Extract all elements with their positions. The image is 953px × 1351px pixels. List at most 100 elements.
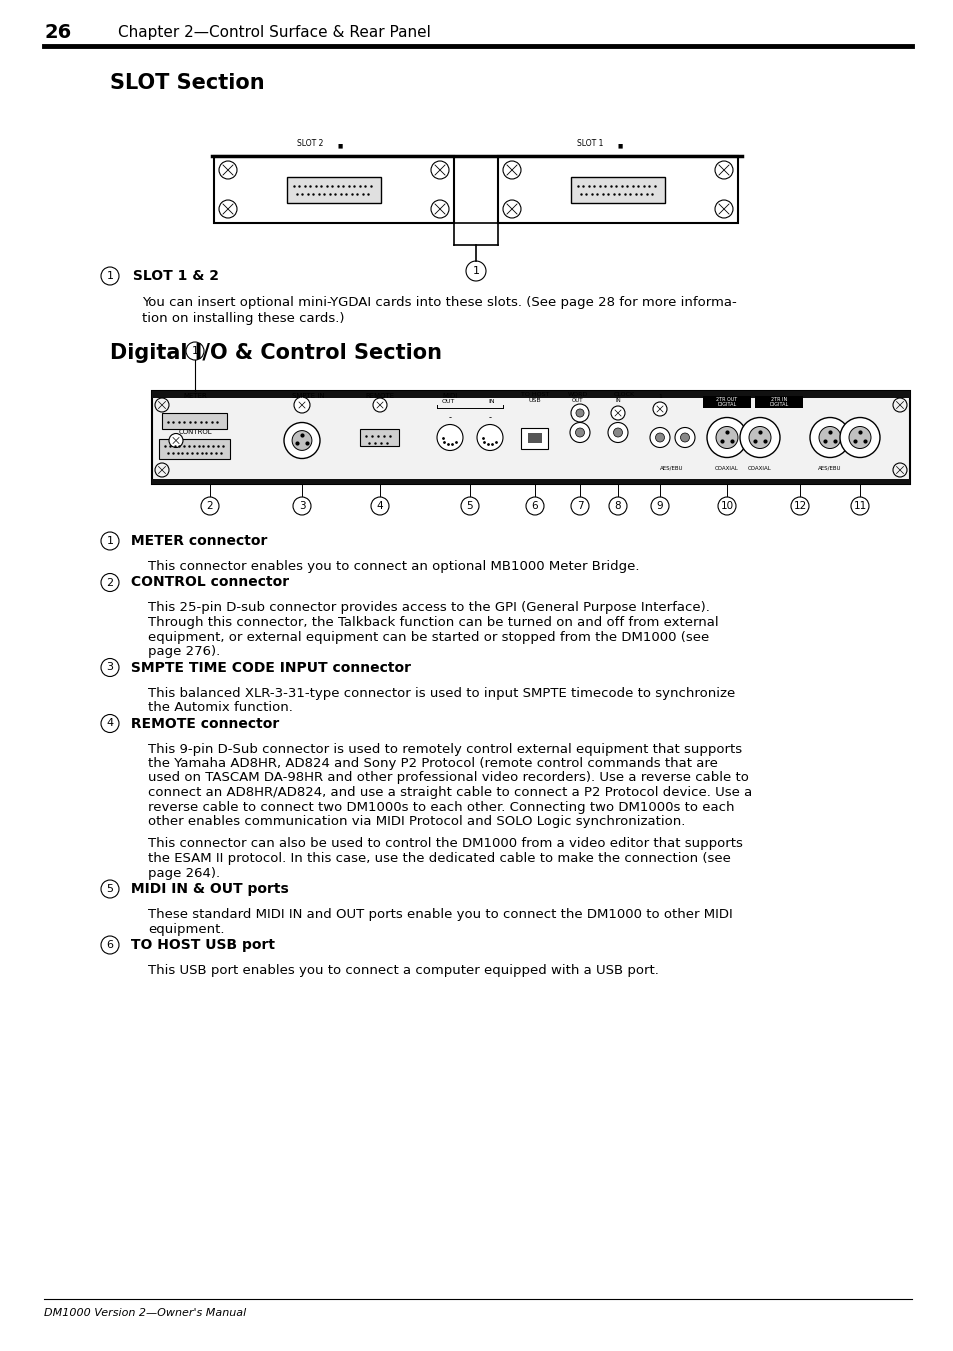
Text: 2: 2	[207, 501, 213, 511]
Text: -: -	[448, 413, 451, 423]
Text: the Automix function.: the Automix function.	[148, 701, 293, 713]
Text: SLOT 1 & 2: SLOT 1 & 2	[128, 269, 219, 282]
Text: METER connector: METER connector	[126, 534, 267, 549]
Circle shape	[607, 423, 627, 443]
Circle shape	[892, 463, 906, 477]
Text: CONTROL connector: CONTROL connector	[126, 576, 289, 589]
Text: TO HOST USB port: TO HOST USB port	[126, 938, 274, 952]
Text: 12: 12	[793, 501, 806, 511]
Bar	[152, 390, 909, 399]
Circle shape	[840, 417, 879, 458]
Text: 5: 5	[466, 501, 473, 511]
Bar	[497, 155, 738, 223]
FancyBboxPatch shape	[521, 428, 548, 449]
Bar	[213, 155, 454, 223]
Text: 1: 1	[192, 346, 198, 357]
Circle shape	[740, 417, 780, 458]
Text: USB: USB	[528, 399, 540, 403]
Text: 3: 3	[298, 501, 305, 511]
FancyBboxPatch shape	[287, 177, 380, 203]
Text: Through this connector, the Talkback function can be turned on and off from exte: Through this connector, the Talkback fun…	[148, 616, 718, 630]
Text: You can insert optional mini-YGDAI cards into these slots. (See page 28 for more: You can insert optional mini-YGDAI cards…	[142, 296, 736, 309]
Text: 26: 26	[44, 23, 71, 42]
Text: other enables communication via MIDI Protocol and SOLO Logic synchronization.: other enables communication via MIDI Pro…	[148, 815, 684, 828]
Text: 7: 7	[576, 501, 582, 511]
Text: SLOT Section: SLOT Section	[110, 73, 264, 93]
Circle shape	[431, 200, 449, 218]
Text: Chapter 2—Control Surface & Rear Panel: Chapter 2—Control Surface & Rear Panel	[118, 26, 431, 41]
FancyBboxPatch shape	[360, 430, 399, 446]
Circle shape	[154, 399, 169, 412]
Text: METER: METER	[183, 393, 207, 399]
Text: IN: IN	[615, 399, 620, 403]
Text: This 25-pin D-sub connector provides access to the GPI (General Purpose Interfac: This 25-pin D-sub connector provides acc…	[148, 601, 709, 615]
Text: COAXIAL: COAXIAL	[715, 466, 739, 471]
Circle shape	[284, 423, 319, 458]
Text: OUT: OUT	[572, 399, 583, 403]
Circle shape	[569, 423, 589, 443]
Text: CONTROL: CONTROL	[178, 428, 212, 435]
Circle shape	[679, 434, 689, 442]
Bar	[152, 390, 909, 484]
Circle shape	[373, 399, 387, 412]
Text: the Yamaha AD8HR, AD824 and Sony P2 Protocol (remote control commands that are: the Yamaha AD8HR, AD824 and Sony P2 Prot…	[148, 757, 717, 770]
Circle shape	[294, 397, 310, 413]
Text: equipment, or external equipment can be started or stopped from the DM1000 (see: equipment, or external equipment can be …	[148, 631, 708, 643]
Text: TO HOST: TO HOST	[520, 392, 549, 397]
Circle shape	[502, 161, 520, 178]
Text: equipment.: equipment.	[148, 923, 224, 935]
Text: REMOTE connector: REMOTE connector	[126, 716, 279, 731]
Text: SMPTE IN: SMPTE IN	[292, 393, 324, 399]
Circle shape	[571, 404, 588, 422]
Text: used on TASCAM DA-98HR and other professional video recorders). Use a reverse ca: used on TASCAM DA-98HR and other profess…	[148, 771, 748, 785]
Circle shape	[613, 428, 622, 436]
Text: IN: IN	[488, 399, 495, 404]
Text: page 264).: page 264).	[148, 866, 220, 880]
Circle shape	[219, 161, 236, 178]
Text: 1: 1	[658, 394, 661, 399]
Circle shape	[576, 409, 583, 417]
Text: AES/EBU: AES/EBU	[818, 466, 841, 471]
Text: This 9-pin D-Sub connector is used to remotely control external equipment that s: This 9-pin D-Sub connector is used to re…	[148, 743, 741, 755]
Circle shape	[476, 424, 502, 450]
Text: 3: 3	[107, 662, 113, 673]
Text: This connector enables you to connect an optional MB1000 Meter Bridge.: This connector enables you to connect an…	[148, 561, 639, 573]
Text: This balanced XLR-3-31-type connector is used to input SMPTE timecode to synchro: This balanced XLR-3-31-type connector is…	[148, 686, 735, 700]
Text: ■: ■	[617, 143, 622, 149]
Text: 6: 6	[531, 501, 537, 511]
Text: 5: 5	[107, 884, 113, 894]
Circle shape	[436, 424, 462, 450]
Circle shape	[154, 463, 169, 477]
Text: 2TR IN
DIGITAL: 2TR IN DIGITAL	[768, 397, 788, 407]
Bar	[754, 396, 802, 408]
Bar	[702, 396, 750, 408]
Text: SLOT 2: SLOT 2	[296, 139, 323, 149]
Text: the ESAM II protocol. In this case, use the dedicated cable to make the connecti: the ESAM II protocol. In this case, use …	[148, 852, 730, 865]
Text: COAXIAL: COAXIAL	[747, 466, 771, 471]
Circle shape	[169, 434, 183, 447]
Text: page 276).: page 276).	[148, 644, 220, 658]
Text: These standard MIDI IN and OUT ports enable you to connect the DM1000 to other M: These standard MIDI IN and OUT ports ena…	[148, 908, 732, 921]
Text: OUT: OUT	[441, 399, 455, 404]
Text: 8: 8	[614, 501, 620, 511]
Text: This USB port enables you to connect a computer equipped with a USB port.: This USB port enables you to connect a c…	[148, 965, 659, 977]
Circle shape	[292, 431, 312, 450]
Text: 9: 9	[656, 501, 662, 511]
Text: 6: 6	[107, 940, 113, 950]
Text: SMPTE TIME CODE INPUT connector: SMPTE TIME CODE INPUT connector	[126, 661, 411, 674]
Circle shape	[219, 200, 236, 218]
Text: 4: 4	[107, 719, 113, 728]
Circle shape	[818, 427, 841, 449]
Text: This connector can also be used to control the DM1000 from a video editor that s: This connector can also be used to contr…	[148, 838, 742, 851]
Text: AES/EBU: AES/EBU	[659, 466, 683, 471]
Text: 2TR OUT
DIGITAL: 2TR OUT DIGITAL	[716, 397, 737, 407]
Circle shape	[748, 427, 770, 449]
Text: MIDI IN & OUT ports: MIDI IN & OUT ports	[126, 882, 289, 896]
Bar	[152, 480, 909, 484]
Text: 11: 11	[853, 501, 865, 511]
Circle shape	[716, 427, 738, 449]
Text: MIDI: MIDI	[442, 393, 457, 399]
Text: 4: 4	[376, 501, 383, 511]
Text: 1: 1	[472, 266, 479, 276]
Circle shape	[714, 200, 732, 218]
